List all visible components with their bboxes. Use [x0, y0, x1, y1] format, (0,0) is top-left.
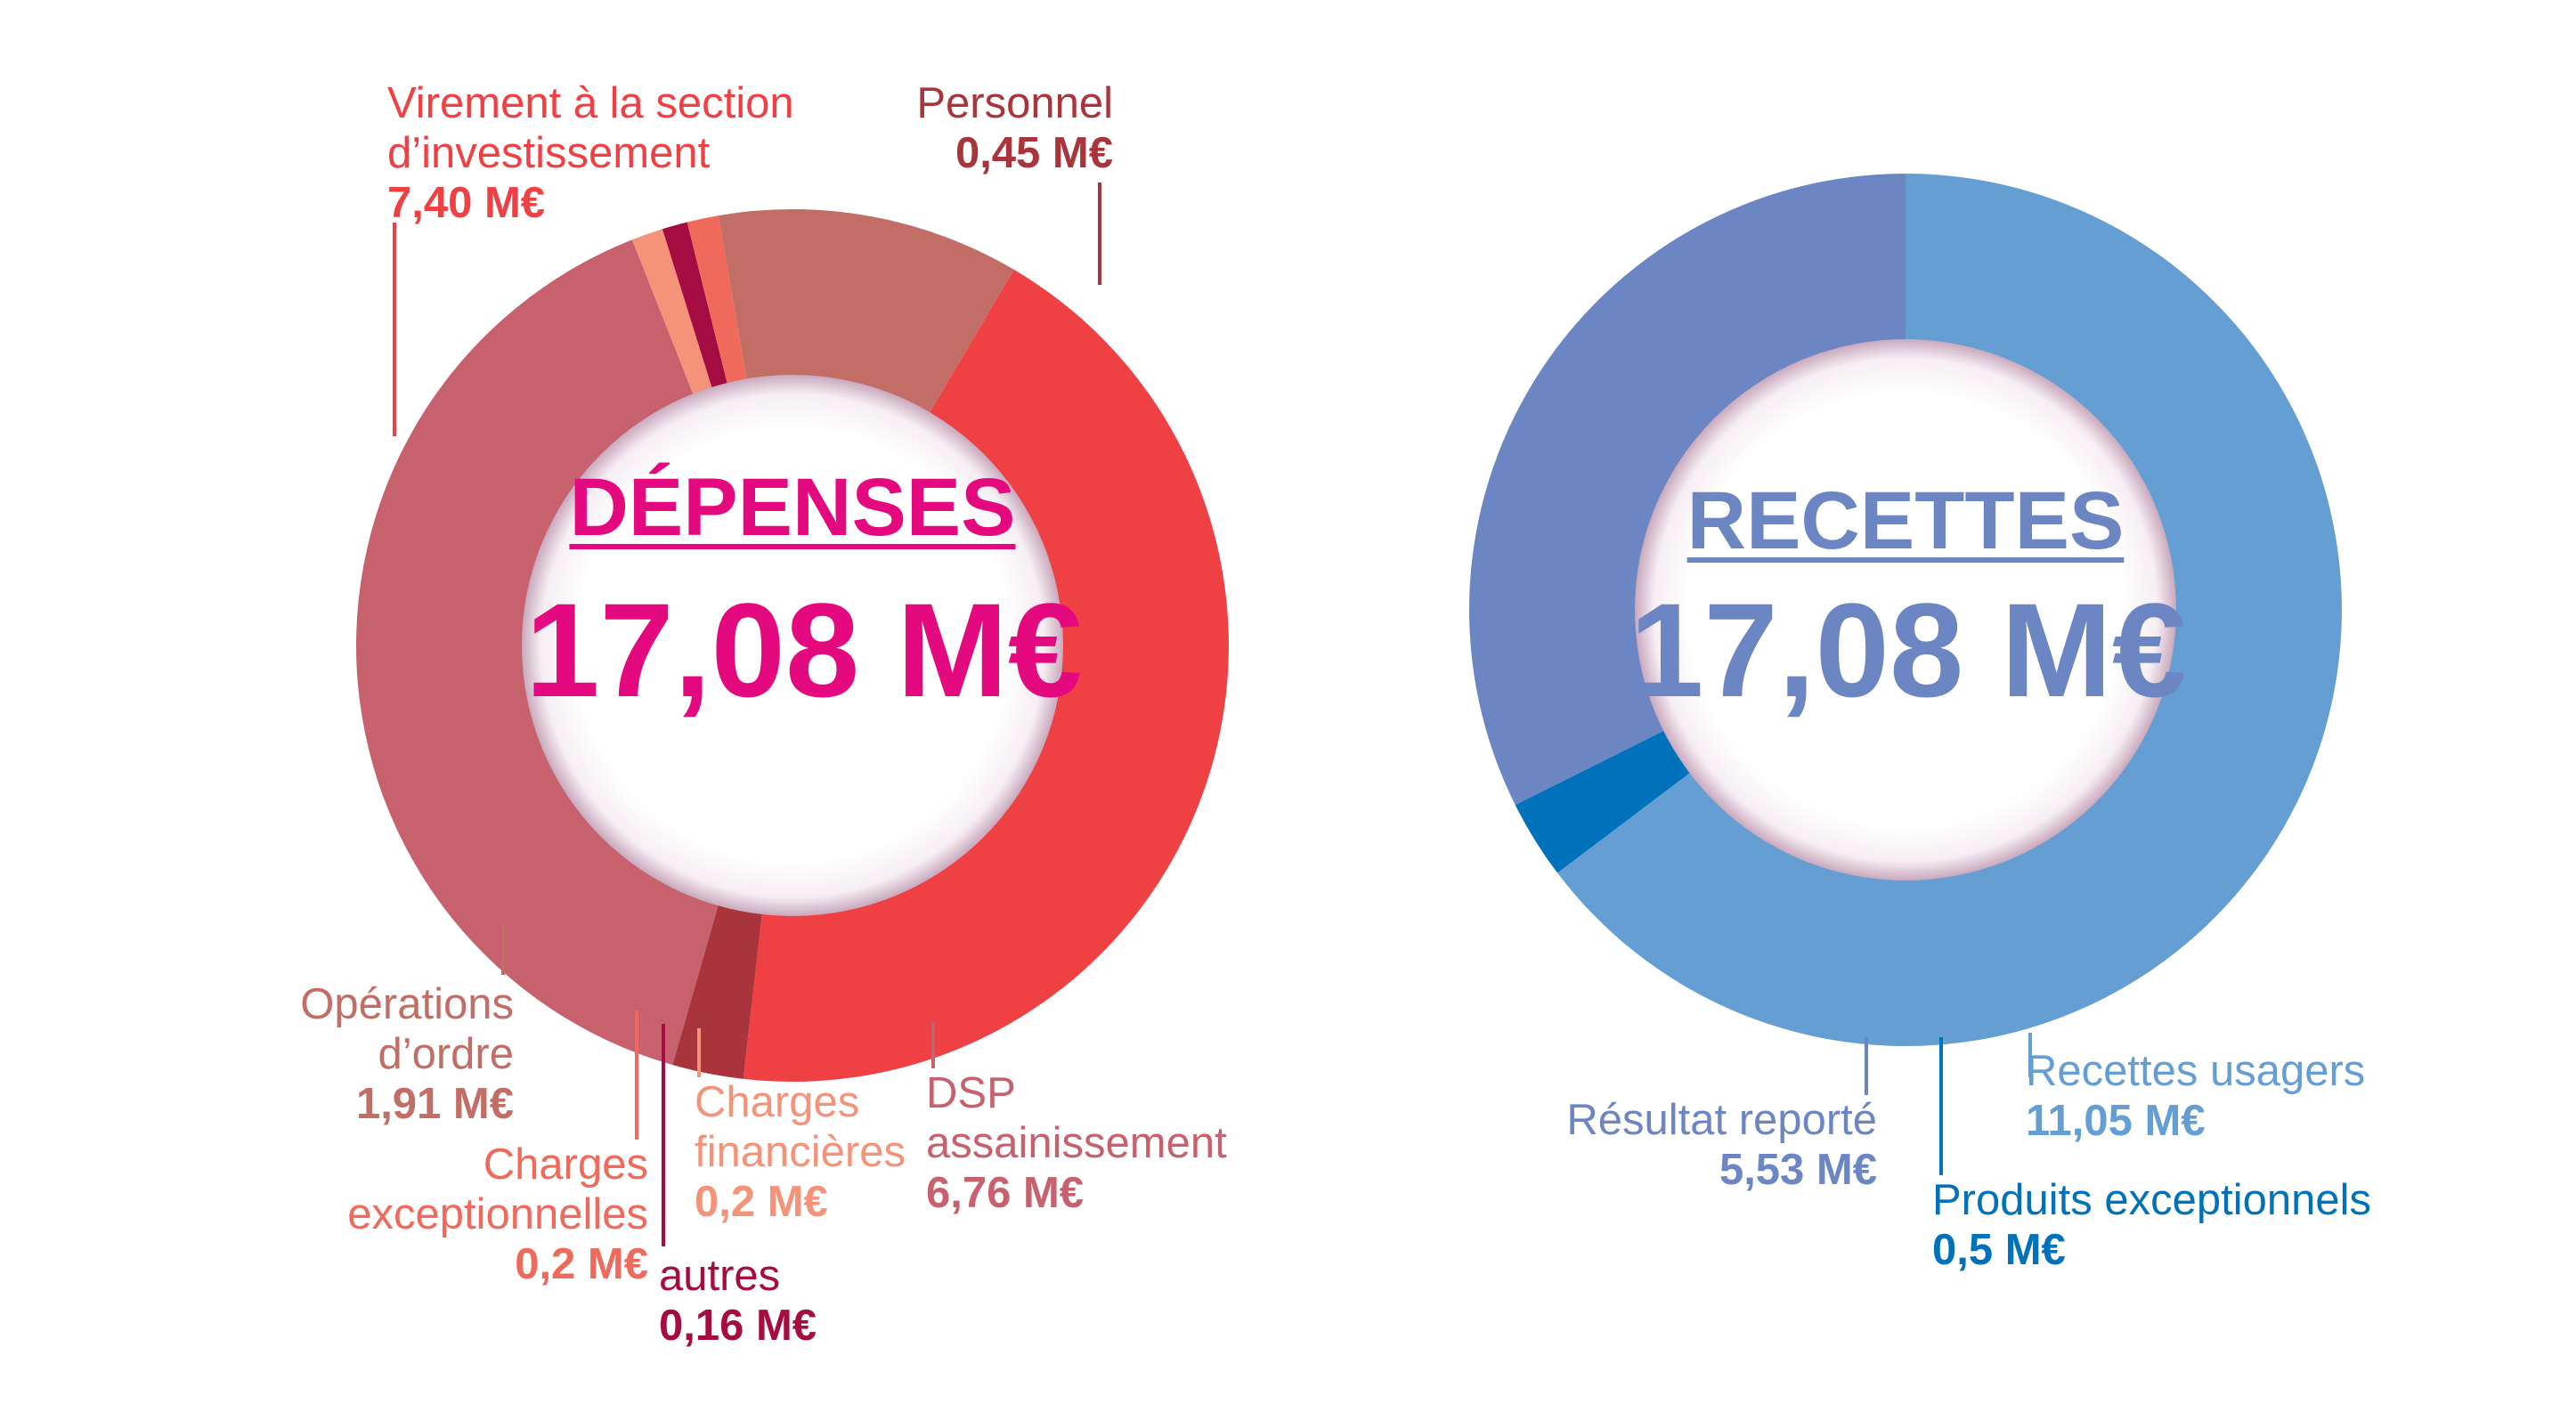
recettes-label-name: Recettes usagers	[2026, 1047, 2366, 1095]
recettes-label-value: 0,5 M€	[1932, 1226, 2066, 1274]
depenses-label-name: Opérations	[300, 980, 514, 1028]
depenses-slice-charges-financieres	[631, 229, 713, 397]
depenses-label-autres: autres 0,16 M€	[659, 1251, 817, 1351]
depenses-label-value: 6,76 M€	[926, 1169, 1085, 1217]
depenses-label-name: DSP	[926, 1069, 1016, 1117]
recettes-label-value: 11,05 M€	[2026, 1097, 2206, 1145]
depenses-label-value: 1,91 M€	[355, 1080, 514, 1128]
recettes-total: 17,08 M€	[1629, 575, 2187, 725]
depenses-title: DÉPENSES	[569, 462, 1016, 553]
depenses-label-virement-a-la-section-d-investissement: Virement à la section d’investissement 7,4…	[387, 78, 794, 228]
recettes-title: RECETTES	[1686, 475, 2125, 566]
depenses-label-value: 0,2 M€	[695, 1178, 828, 1226]
depenses-slice-personnel	[672, 902, 763, 1079]
depenses-slice-virement-a-la-section-d-investissement	[743, 269, 1229, 1082]
recettes-slice-resultat-reporte	[1469, 174, 1906, 806]
recettes-label-name: Produits exceptionnels	[1932, 1176, 2372, 1224]
depenses-label-name: Charges	[483, 1140, 648, 1189]
recettes-label-recettes-usagers: Recettes usagers 11,05 M€	[2026, 1046, 2365, 1146]
depenses-label-dsp-assainissement: DSP assainissement 6,76 M€	[926, 1068, 1227, 1218]
depenses-label-value: 7,40 M€	[387, 179, 546, 227]
recettes-label-value: 5,53 M€	[1719, 1146, 1877, 1194]
recettes-donut-hole	[1635, 339, 2176, 880]
depenses-slice-autres	[662, 222, 728, 391]
depenses-label-name: exceptionnelles	[347, 1190, 648, 1238]
depenses-label-name: Personnel	[916, 79, 1113, 127]
recettes-slice-produits-exceptionnels	[1515, 729, 1693, 873]
depenses-label-name: Virement à la section	[387, 79, 794, 127]
depenses-label-name: autres	[659, 1252, 781, 1300]
depenses-label-charges-exceptionnelles: Charges exceptionnelles 0,2 M€	[347, 1140, 648, 1289]
depenses-label-name: d’ordre	[378, 1030, 514, 1078]
depenses-donut-hole	[522, 375, 1063, 916]
depenses-label-operations-d-ordre: Opérations d’ordre 1,91 M€	[300, 979, 514, 1129]
recettes-label-produits-exceptionnels: Produits exceptionnels 0,5 M€	[1932, 1175, 2371, 1275]
depenses-slice-charges-exceptionnelles	[687, 215, 748, 386]
recettes-label-resultat-reporte: Résultat reporté 5,53 M€	[1566, 1095, 1877, 1195]
depenses-label-name: financières	[695, 1128, 906, 1176]
depenses-slice-operations-d-ordre	[718, 209, 1014, 416]
depenses-label-value: 0,45 M€	[955, 129, 1113, 177]
depenses-label-personnel: Personnel 0,45 M€	[916, 78, 1113, 178]
depenses-label-name: assainissement	[926, 1119, 1227, 1167]
depenses-label-name: d’investissement	[387, 129, 711, 177]
recettes-slice-recettes-usagers	[1557, 174, 2343, 1047]
depenses-total: 17,08 M€	[525, 575, 1083, 725]
recettes-label-name: Résultat reporté	[1566, 1096, 1877, 1144]
depenses-label-value: 0,2 M€	[515, 1240, 648, 1288]
depenses-label-name: Charges	[695, 1078, 860, 1126]
depenses-label-charges-financieres: Charges financières 0,2 M€	[695, 1077, 906, 1227]
depenses-label-value: 0,16 M€	[659, 1302, 817, 1350]
